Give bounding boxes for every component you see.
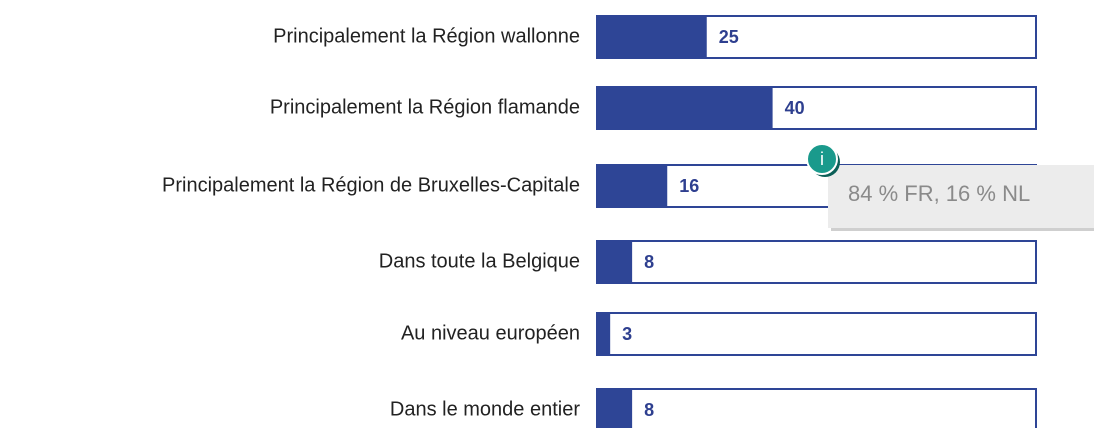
- category-label: Principalement la Région flamande: [270, 96, 580, 118]
- category-label: Principalement la Région de Bruxelles-Ca…: [162, 174, 580, 196]
- value-label: 16: [679, 176, 699, 196]
- category-label: Dans le monde entier: [390, 398, 580, 420]
- bar-frame: [596, 312, 1037, 356]
- note-text: 84 % FR, 16 % NL: [848, 181, 1030, 206]
- note-box: [828, 165, 1094, 228]
- bar: [597, 241, 633, 283]
- category-label: Dans toute la Belgique: [379, 250, 580, 272]
- category-label: Principalement la Région wallonne: [273, 25, 580, 47]
- bar-frame: [596, 240, 1037, 284]
- value-label: 40: [785, 98, 805, 118]
- value-label: 3: [622, 324, 632, 344]
- info-icon: [806, 143, 838, 175]
- info-icon-glyph: i: [820, 149, 824, 169]
- bar: [597, 389, 633, 428]
- bar: [597, 313, 611, 355]
- bar: [597, 16, 707, 58]
- category-label: Au niveau européen: [401, 322, 580, 344]
- bar: [597, 165, 668, 207]
- value-label: 8: [644, 400, 654, 420]
- value-label: 8: [644, 252, 654, 272]
- bar: [597, 87, 773, 129]
- bar-frame: [596, 388, 1037, 428]
- value-label: 25: [719, 27, 739, 47]
